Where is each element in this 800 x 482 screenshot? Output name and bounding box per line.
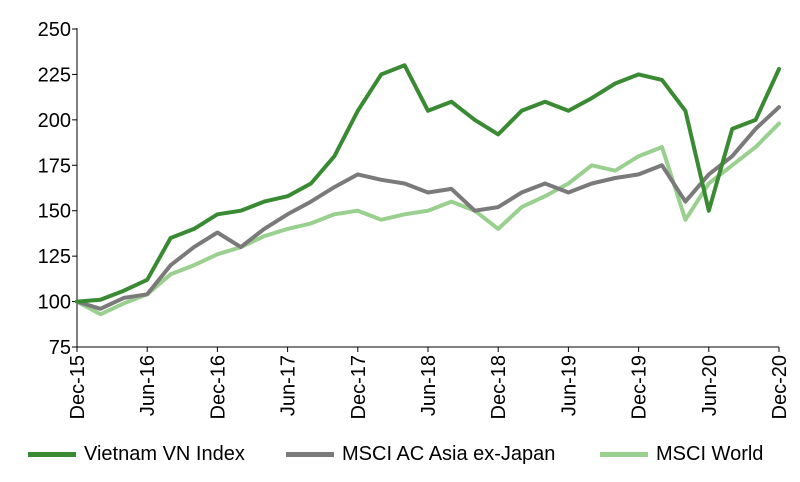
x-tick-label: Jun-19 [558,355,580,416]
legend-item-msci-asia: MSCI AC Asia ex-Japan [286,437,555,471]
y-tick-label: 225 [38,64,71,86]
y-tick-label: 100 [38,292,71,314]
legend-swatch [286,451,334,457]
legend-label: Vietnam VN Index [84,442,245,465]
y-tick-label: 250 [38,19,71,41]
x-tick-label: Jun-17 [278,355,300,416]
legend-label: MSCI World [656,442,764,465]
x-tick-label: Jun-20 [699,355,721,416]
y-tick-labels: 75 100 125 150 175 200 225 250 [38,19,71,359]
y-tick-label: 200 [38,110,71,132]
x-tick-label: Dec-16 [207,355,229,419]
legend-item-vietnam: Vietnam VN Index [28,437,245,471]
x-tick-label: Dec-17 [348,355,370,419]
x-tick-label: Dec-15 [67,355,89,419]
series-line-1 [75,105,781,311]
axes [72,28,780,352]
x-tick-label: Dec-18 [488,355,510,419]
x-tick-labels: Dec-15 Jun-16 Dec-16 Jun-17 Dec-17 Jun-18 Dec-… [67,355,791,419]
legend-swatch [28,451,76,457]
legend-item-msci-world: MSCI World [600,437,763,471]
y-tick-label: 75 [49,337,71,359]
x-tick-label: Jun-16 [137,355,159,416]
series-lines [75,63,781,317]
y-tick-label: 175 [38,155,71,177]
legend: Vietnam VN Index MSCI AC Asia ex-Japan M… [0,437,800,471]
legend-label: MSCI AC Asia ex-Japan [342,442,556,465]
y-tick-label: 125 [38,246,71,268]
x-tick-label: Dec-19 [629,355,651,419]
x-tick-label: Jun-18 [418,355,440,416]
x-tick-label: Dec-20 [769,355,791,419]
series-line-2 [75,121,781,317]
legend-swatch [600,451,648,457]
y-tick-label: 150 [38,201,71,223]
